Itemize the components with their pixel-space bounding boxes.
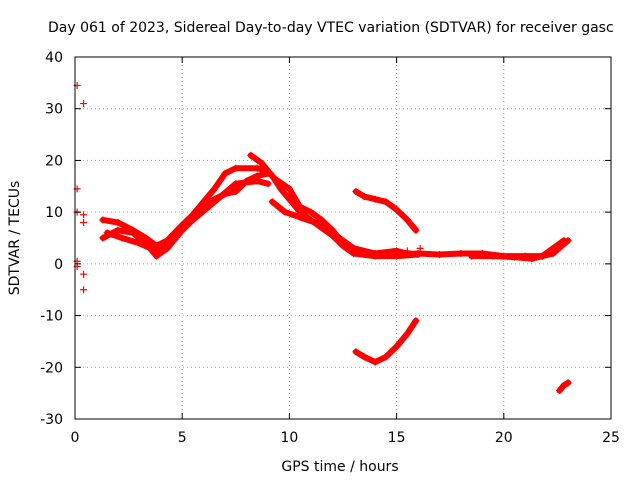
- data-point: [80, 211, 88, 219]
- data-point: [560, 381, 568, 389]
- y-tick-label: 0: [54, 257, 63, 273]
- data-point: [416, 244, 424, 252]
- data-point: [210, 198, 218, 206]
- x-tick-label: 15: [388, 430, 406, 446]
- data-point: [232, 180, 240, 188]
- data-point: [360, 353, 368, 361]
- x-tick-label: 10: [280, 430, 298, 446]
- tick-labels: 0 5 10 15 20 25 -30 -20 -10 0 10 20 30 40: [40, 50, 620, 446]
- x-tick-label: 5: [178, 430, 187, 446]
- data-point: [371, 358, 379, 366]
- y-tick-label: -20: [40, 360, 63, 376]
- data-point: [285, 195, 293, 203]
- data-point: [80, 100, 88, 108]
- data-point: [103, 229, 111, 237]
- grid-lines: [75, 57, 611, 419]
- data-point: [311, 218, 319, 226]
- data-point: [339, 237, 347, 245]
- data-point: [393, 343, 401, 351]
- data-point: [360, 193, 368, 201]
- data-point: [268, 198, 276, 206]
- data-point: [435, 251, 443, 259]
- plot-frame: [74, 56, 612, 420]
- axis-ticks: [74, 56, 612, 420]
- data-point: [258, 159, 266, 167]
- y-tick-label: 10: [45, 205, 63, 221]
- data-point: [152, 247, 160, 255]
- data-point: [564, 379, 572, 387]
- x-axis-label: GPS time / hours: [281, 459, 398, 475]
- data-point: [457, 250, 465, 258]
- data-point: [114, 218, 122, 226]
- data-point: [403, 330, 411, 338]
- chart-title: Day 061 of 2023, Sidereal Day-to-day VTE…: [48, 20, 614, 36]
- data-point: [80, 270, 88, 278]
- data-point: [318, 216, 326, 224]
- data-point: [328, 229, 336, 237]
- data-point: [118, 234, 126, 242]
- data-point: [403, 247, 411, 255]
- data-point: [135, 239, 143, 247]
- y-tick-label: -10: [40, 309, 63, 325]
- data-point: [371, 195, 379, 203]
- data-point: [270, 175, 278, 183]
- data-point: [114, 226, 122, 234]
- data-point: [371, 250, 379, 258]
- x-tick-label: 25: [602, 430, 620, 446]
- data-point: [414, 250, 422, 258]
- data-point: [285, 185, 293, 193]
- data-point: [80, 218, 88, 226]
- data-point: [549, 244, 557, 252]
- data-point: [538, 252, 546, 260]
- data-point: [350, 244, 358, 252]
- data-point: [247, 151, 255, 159]
- data-point: [264, 180, 272, 188]
- data-point: [307, 208, 315, 216]
- data-point: [393, 247, 401, 255]
- data-marks: [73, 81, 572, 395]
- data-point: [412, 226, 420, 234]
- x-tick-label: 20: [495, 430, 513, 446]
- data-point: [296, 203, 304, 211]
- data-point: [99, 216, 107, 224]
- data-point: [253, 177, 261, 185]
- data-point: [393, 206, 401, 214]
- data-point: [528, 255, 536, 263]
- data-point: [382, 198, 390, 206]
- data-point: [221, 169, 229, 177]
- data-point: [80, 286, 88, 294]
- y-axis-label: SDTVAR / TECUs: [7, 181, 23, 296]
- data-point: [232, 187, 240, 195]
- y-tick-label: 30: [45, 102, 63, 118]
- data-point: [189, 216, 197, 224]
- data-point: [511, 253, 519, 261]
- data-point: [129, 229, 137, 237]
- series-band-arc-c: [104, 178, 271, 254]
- data-point: [489, 252, 497, 260]
- data-point: [556, 387, 564, 395]
- y-tick-label: 20: [45, 153, 63, 169]
- data-point: [296, 213, 304, 221]
- y-tick-label: 40: [45, 50, 63, 66]
- data-point: [412, 317, 420, 325]
- data-point: [210, 185, 218, 193]
- data-point: [382, 353, 390, 361]
- data-point: [167, 237, 175, 245]
- data-point: [468, 252, 476, 260]
- series-band-arc-f: [269, 198, 411, 257]
- data-point: [99, 234, 107, 242]
- data-point: [560, 237, 568, 245]
- data-point: [352, 348, 360, 356]
- x-tick-label: 0: [71, 430, 80, 446]
- data-point: [232, 164, 240, 172]
- data-point: [281, 208, 289, 216]
- data-point: [253, 164, 261, 172]
- data-point: [352, 187, 360, 195]
- y-tick-label: -30: [40, 412, 63, 428]
- data-point: [403, 216, 411, 224]
